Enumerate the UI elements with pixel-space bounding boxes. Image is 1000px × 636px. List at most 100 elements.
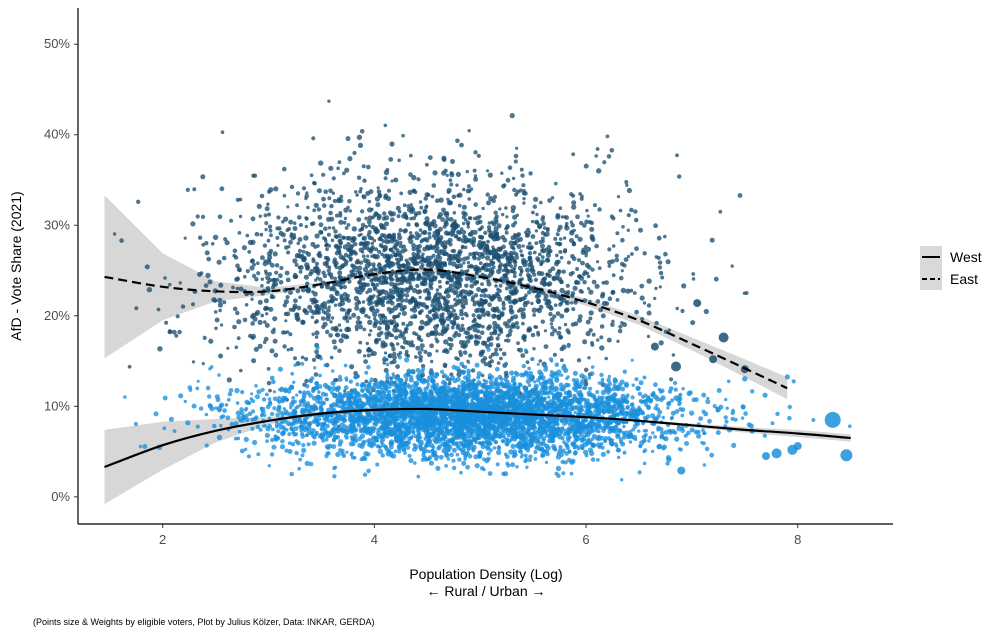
data-point [297, 215, 302, 220]
data-point [339, 284, 344, 289]
data-point [504, 338, 508, 343]
data-point [605, 134, 610, 139]
data-point [503, 264, 507, 269]
data-point [325, 397, 330, 402]
data-point [510, 208, 516, 214]
data-point [438, 197, 444, 203]
data-point [327, 226, 332, 230]
data-point [363, 272, 367, 276]
data-point [646, 334, 651, 339]
data-point [440, 331, 445, 337]
data-point [338, 198, 344, 203]
data-point [305, 281, 310, 286]
data-point [359, 307, 365, 313]
data-point [229, 218, 234, 223]
data-point [488, 234, 493, 239]
data-point [653, 223, 658, 229]
data-point [506, 338, 511, 343]
data-point [450, 249, 455, 253]
data-point [342, 171, 346, 176]
data-point [376, 263, 382, 269]
data-point [441, 170, 447, 176]
data-point [431, 261, 437, 266]
data-point [459, 269, 464, 274]
data-point [226, 377, 232, 383]
data-point [393, 177, 399, 183]
data-point [309, 268, 315, 275]
data-point [423, 321, 429, 327]
data-point [607, 264, 612, 268]
data-point [304, 193, 310, 199]
data-point [321, 203, 327, 208]
data-point [266, 306, 270, 311]
data-point [292, 226, 298, 231]
data-point [200, 214, 206, 219]
data-point [498, 283, 503, 288]
data-point [570, 322, 576, 327]
data-point [363, 451, 369, 457]
data-point [319, 230, 324, 235]
data-point [190, 221, 196, 227]
data-point [262, 340, 267, 345]
data-point [509, 309, 515, 315]
data-point [444, 288, 449, 292]
data-point [370, 241, 374, 246]
data-point [378, 320, 383, 326]
data-point [478, 219, 483, 225]
data-point [571, 256, 577, 262]
data-point [451, 308, 456, 313]
data-point [594, 154, 598, 158]
data-point [520, 254, 525, 258]
data-point [552, 294, 557, 299]
data-point [366, 164, 371, 170]
data-point [488, 448, 493, 453]
data-point [553, 236, 558, 241]
data-point [447, 237, 453, 243]
data-point [553, 448, 558, 452]
data-point [314, 265, 319, 270]
data-point [334, 213, 339, 218]
data-point [301, 249, 306, 254]
data-point [691, 277, 696, 281]
data-point [501, 351, 507, 357]
data-point [540, 230, 546, 236]
data-point [354, 286, 359, 292]
data-point [462, 261, 466, 265]
data-point [359, 187, 363, 191]
data-point [526, 446, 531, 450]
data-point [344, 311, 350, 317]
data-point [328, 165, 334, 171]
data-point [395, 364, 400, 369]
data-point [446, 323, 450, 328]
data-point [257, 299, 263, 305]
data-point [556, 269, 561, 274]
data-point [250, 297, 254, 301]
data-point [515, 325, 520, 330]
data-point [523, 338, 527, 342]
data-point [379, 289, 385, 295]
data-point [262, 243, 268, 248]
data-point [525, 465, 529, 469]
data-point [280, 232, 286, 238]
data-point [318, 373, 322, 378]
data-point [458, 339, 464, 345]
data-point [596, 168, 602, 174]
data-point [533, 277, 539, 282]
data-point [259, 193, 265, 199]
data-point [326, 308, 331, 313]
data-point [426, 351, 432, 357]
data-point [288, 219, 294, 225]
data-point [480, 225, 484, 229]
data-point [249, 397, 254, 401]
data-point [374, 339, 379, 345]
data-point [513, 298, 518, 303]
data-point [533, 380, 537, 384]
data-point [599, 324, 605, 329]
data-point [432, 223, 438, 229]
data-point [483, 361, 488, 367]
data-point [404, 298, 409, 303]
data-point [450, 227, 456, 234]
data-point [423, 349, 428, 354]
data-point [576, 274, 582, 279]
data-point [492, 253, 498, 259]
